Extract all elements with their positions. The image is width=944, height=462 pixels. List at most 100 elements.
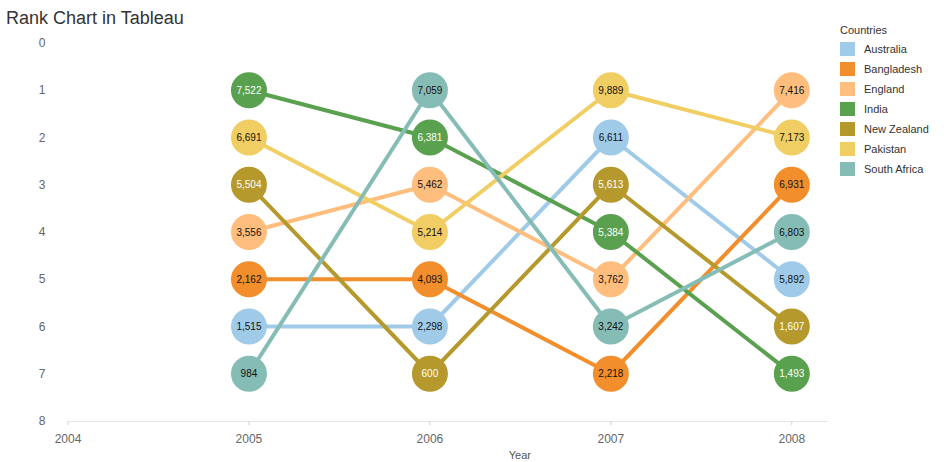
- rank-marker: [774, 261, 810, 297]
- x-tick-label: 2008: [778, 432, 805, 446]
- y-tick-label: 8: [39, 414, 46, 428]
- y-tick-label: 6: [39, 320, 46, 334]
- legend-swatch: [840, 162, 855, 176]
- y-tick-label: 1: [39, 83, 46, 97]
- x-tick-label: 2004: [55, 432, 82, 446]
- data-label: 7,173: [779, 132, 804, 143]
- rank-marker: [593, 214, 629, 250]
- data-label: 6,803: [779, 227, 804, 238]
- data-label: 4,093: [417, 274, 442, 285]
- data-label: 5,214: [417, 227, 442, 238]
- y-tick-label: 7: [39, 367, 46, 381]
- legend-label: New Zealand: [864, 123, 929, 135]
- legend-label: South Africa: [864, 163, 924, 175]
- data-label: 1,607: [779, 321, 804, 332]
- y-tick-label: 3: [39, 178, 46, 192]
- data-label: 7,059: [417, 85, 442, 96]
- rank-marker: [231, 120, 267, 156]
- legend-swatch: [840, 102, 855, 116]
- rank-marker: [774, 214, 810, 250]
- y-tick-label: 5: [39, 272, 46, 286]
- x-tick-label: 2005: [236, 432, 263, 446]
- data-label: 1,493: [779, 368, 804, 379]
- rank-marker: [774, 309, 810, 345]
- data-labels: 1,515 2,298 6,611 5,892 2,162 4,093 2,218 6,931…: [236, 85, 804, 380]
- data-label: 3,762: [598, 274, 623, 285]
- rank-marker: [593, 309, 629, 345]
- x-tick: [68, 421, 69, 425]
- rank-marker: [774, 120, 810, 156]
- series-line: [249, 185, 792, 374]
- title: Rank Chart in Tableau: [6, 8, 184, 28]
- data-label: 6,611: [599, 132, 624, 143]
- data-label: 3,556: [236, 227, 261, 238]
- x-tick: [429, 421, 430, 425]
- x-tick: [610, 421, 611, 425]
- x-axis-line: [68, 421, 828, 422]
- series-line: [249, 90, 792, 374]
- x-tick-label: 2006: [417, 432, 444, 446]
- legend-swatch: [840, 42, 855, 56]
- rank-marker: [593, 356, 629, 392]
- x-axis-label: Year: [509, 449, 532, 461]
- legend-label: England: [864, 83, 904, 95]
- rank-marker: [412, 72, 448, 108]
- legend-label: Pakistan: [864, 143, 906, 155]
- data-label: 5,462: [417, 179, 442, 190]
- rank-marker: [774, 356, 810, 392]
- legend-swatch: [840, 122, 855, 136]
- legend-swatch: [840, 142, 855, 156]
- rank-marker: [774, 167, 810, 203]
- data-label: 6,691: [236, 132, 261, 143]
- rank-marker: [593, 167, 629, 203]
- rank-marker: [231, 72, 267, 108]
- data-label: 5,613: [598, 179, 623, 190]
- legend: Countries Australia Bangladesh England India…: [840, 24, 929, 176]
- legend-swatch: [840, 82, 855, 96]
- rank-marker: [231, 309, 267, 345]
- chart-svg: Rank Chart in Tableau 2004 2005 2006 2007 200…: [0, 0, 944, 462]
- y-tick-label: 4: [39, 225, 46, 239]
- data-label: 5,504: [236, 179, 261, 190]
- data-label: 1,515: [236, 321, 261, 332]
- rank-marker: [231, 167, 267, 203]
- data-label: 7,416: [779, 85, 804, 96]
- y-tick-label: 0: [39, 36, 46, 50]
- legend-label: India: [864, 103, 889, 115]
- rank-marker: [412, 309, 448, 345]
- rank-marker: [412, 214, 448, 250]
- data-label: 5,892: [779, 274, 804, 285]
- data-label: 2,162: [236, 274, 261, 285]
- marks: [231, 72, 810, 392]
- legend-label: Australia: [864, 43, 908, 55]
- data-label: 6,381: [417, 132, 442, 143]
- rank-marker: [412, 120, 448, 156]
- rank-marker: [412, 167, 448, 203]
- data-label: 2,298: [417, 321, 442, 332]
- rank-marker: [774, 72, 810, 108]
- data-label: 6,931: [779, 179, 804, 190]
- x-tick-label: 2007: [598, 432, 625, 446]
- rank-marker: [412, 356, 448, 392]
- data-label: 3,242: [598, 321, 623, 332]
- legend-label: Bangladesh: [864, 63, 922, 75]
- data-label: 984: [241, 368, 258, 379]
- data-label: 600: [422, 368, 439, 379]
- x-tick: [791, 421, 792, 425]
- rank-marker: [231, 356, 267, 392]
- rank-marker: [593, 72, 629, 108]
- rank-marker: [593, 261, 629, 297]
- rank-marker: [593, 120, 629, 156]
- series-line: [249, 185, 792, 374]
- y-tick-label: 2: [39, 131, 46, 145]
- legend-swatch: [840, 62, 855, 76]
- data-label: 2,218: [598, 368, 623, 379]
- legend-title: Countries: [840, 24, 888, 36]
- series-line: [249, 90, 792, 374]
- data-label: 9,889: [598, 85, 623, 96]
- rank-marker: [231, 214, 267, 250]
- rank-marker: [231, 261, 267, 297]
- x-tick: [248, 421, 249, 425]
- data-label: 5,384: [598, 227, 623, 238]
- data-label: 7,522: [236, 85, 261, 96]
